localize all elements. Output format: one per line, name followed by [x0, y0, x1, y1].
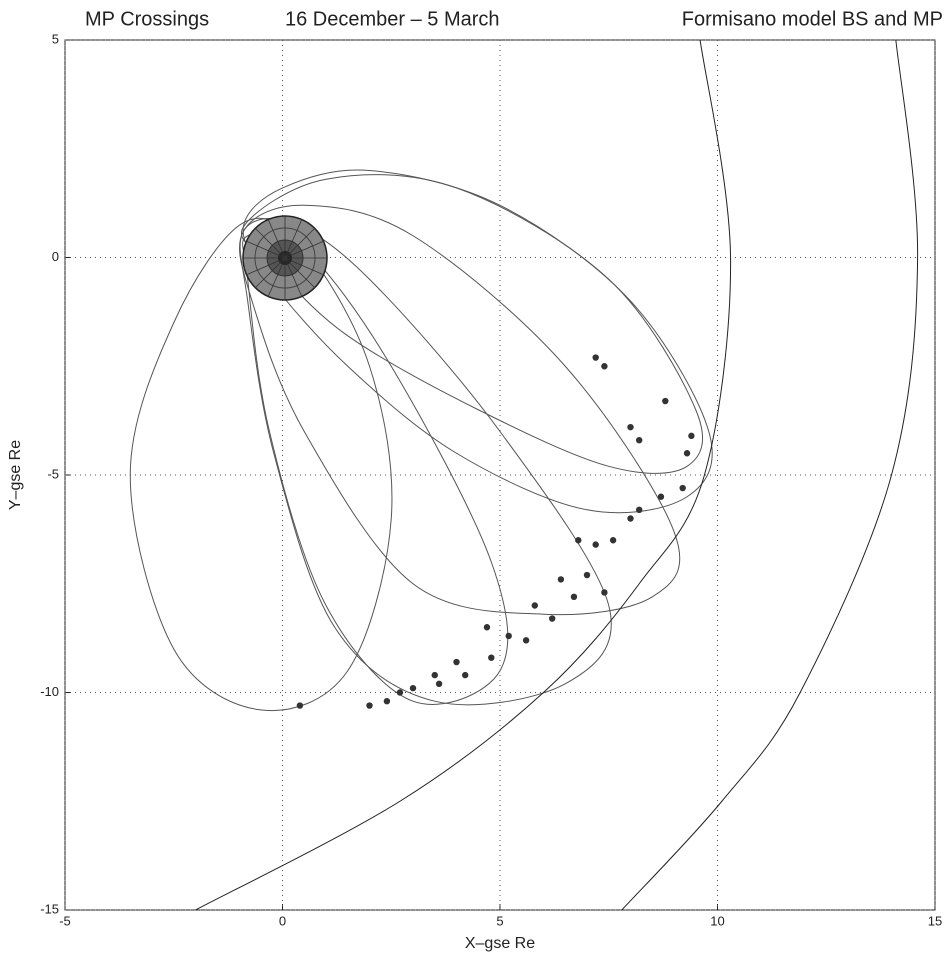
- x-tick-label: 15: [928, 913, 942, 928]
- orbit-line: [129, 217, 393, 712]
- x-tick-label: 10: [710, 913, 724, 928]
- x-tick-label: -5: [59, 913, 71, 928]
- y-tick-label: -5: [47, 466, 59, 481]
- crossing-point: [296, 702, 304, 709]
- crossing-point: [531, 602, 538, 609]
- y-tick-label: -10: [40, 684, 59, 699]
- orbit-line: [239, 218, 612, 706]
- crossing-point: [409, 684, 417, 692]
- earth: [242, 215, 328, 301]
- crossing-point: [522, 637, 530, 644]
- crossing-point: [570, 593, 578, 600]
- y-tick-label: 5: [52, 31, 59, 46]
- x-axis-label: X–gse Re: [465, 935, 535, 952]
- crossing-point: [601, 363, 608, 370]
- crossing-point: [462, 671, 469, 679]
- crossing-point: [601, 589, 608, 596]
- crossing-point: [505, 632, 512, 640]
- orbit-line: [621, 40, 919, 910]
- crossing-point: [488, 654, 495, 661]
- orbit-line: [242, 169, 713, 514]
- crossing-point: [636, 506, 643, 513]
- crossing-point: [627, 515, 634, 522]
- crossing-point: [383, 698, 391, 705]
- crossing-point: [679, 484, 686, 492]
- crossing-point: [657, 493, 665, 500]
- y-tick-label: -15: [40, 901, 59, 916]
- plot-area: [129, 40, 919, 910]
- crossing-point: [453, 658, 460, 666]
- crossing-point: [575, 537, 582, 544]
- crossing-point: [688, 432, 695, 440]
- crossing-point: [609, 537, 617, 544]
- orbit-line: [238, 204, 681, 616]
- x-tick-label: 0: [279, 913, 286, 928]
- crossing-point: [431, 671, 438, 679]
- crossing-point: [592, 541, 599, 548]
- orbit-line: [242, 231, 509, 705]
- crossing-point: [557, 576, 565, 583]
- crossing-point: [396, 689, 404, 696]
- crossing-point: [636, 437, 643, 444]
- crossing-point: [627, 423, 634, 431]
- crossing-point: [366, 702, 373, 709]
- crossing-point: [662, 397, 669, 405]
- y-tick-label: 0: [52, 249, 59, 264]
- chart-title: MP Crossings: [85, 8, 209, 30]
- crossing-point: [592, 354, 599, 361]
- crossing-point: [683, 450, 691, 457]
- chart-subtitle: 16 December – 5 March: [285, 8, 500, 30]
- crossing-point: [435, 680, 443, 687]
- crossing-point: [483, 624, 491, 631]
- x-tick-label: 5: [496, 913, 503, 928]
- y-axis-label: Y–gse Re: [7, 440, 24, 510]
- crossing-point: [583, 571, 591, 579]
- orbit-line: [195, 40, 732, 910]
- crossing-point: [549, 615, 556, 622]
- orbit-line: [241, 174, 704, 474]
- annotation: Formisano model BS and MP: [682, 8, 943, 30]
